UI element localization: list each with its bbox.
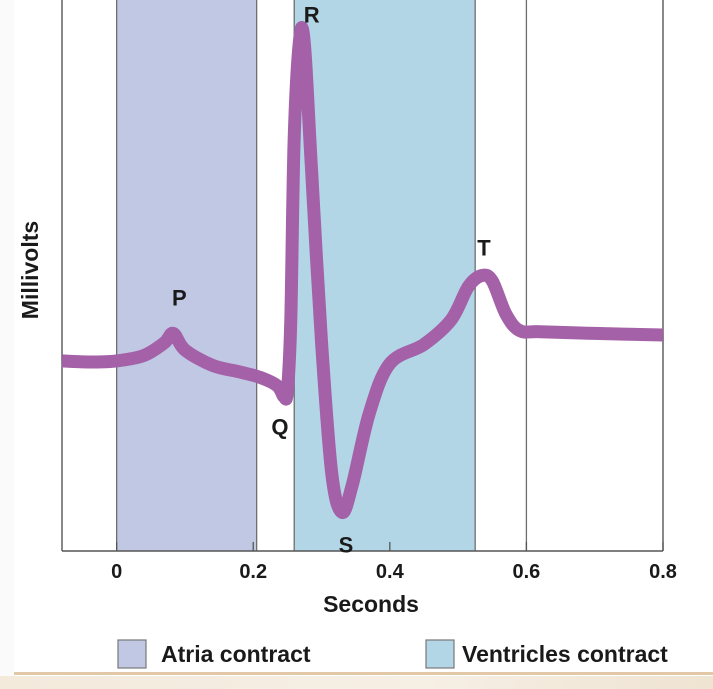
bottom-rule	[14, 672, 713, 675]
legend-swatch-2	[425, 639, 455, 669]
ecg-line	[61, 21, 664, 519]
x-tick-label: 0.2	[239, 561, 267, 583]
y-axis-label: Millivolts	[17, 221, 43, 319]
legend-swatch-1	[117, 639, 147, 669]
shaded-region-1	[116, 0, 257, 551]
x-tick-label: 0.6	[513, 561, 541, 583]
ecg-trace	[61, 21, 664, 519]
legend: Atria contract Ventricles contract	[117, 639, 668, 669]
wave-label-p: P	[172, 285, 187, 310]
x-axis-label: Seconds	[323, 591, 419, 617]
wave-label-r: R	[304, 3, 320, 28]
legend-label-2: Ventricles contract	[462, 641, 668, 667]
legend-label-1: Atria contract	[161, 641, 311, 667]
x-tick-label: 0	[111, 561, 122, 583]
x-tick-label: 0.4	[376, 561, 405, 583]
wave-labels: P Q R S T	[172, 3, 491, 558]
bottom-strip	[0, 676, 713, 689]
x-tick-label: 0.8	[649, 561, 677, 583]
wave-label-t: T	[477, 236, 491, 261]
wave-label-s: S	[339, 532, 354, 557]
wave-label-q: Q	[271, 415, 288, 440]
page-margin	[0, 0, 14, 676]
x-axis: 0 0.2 0.4 0.6 0.8	[61, 0, 677, 583]
